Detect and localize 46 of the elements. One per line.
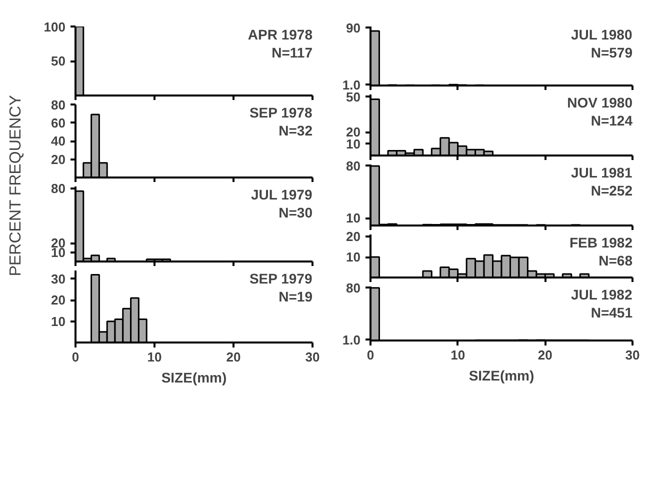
y-tick-label: 10 (346, 210, 361, 226)
text: N=19 (278, 288, 313, 304)
chart-title: NOV 1980 (567, 94, 633, 110)
text: N=252 (590, 182, 633, 198)
x-axis-title: SIZE(mm) (468, 368, 534, 384)
y-tick-label: 100 (44, 20, 66, 34)
chart-title: JUL 1981 (571, 164, 632, 180)
x-tick-label: 30 (625, 348, 640, 362)
y-tick-label: 40 (51, 134, 66, 148)
x-tick-label: 0 (72, 350, 80, 364)
x-axis-title: SIZE(mm) (161, 370, 227, 386)
y-tick-label: 80 (51, 180, 66, 196)
text: N=579 (590, 44, 633, 60)
chart-title: APR 1978 (248, 26, 313, 42)
y-tick-label: 10 (346, 250, 361, 265)
text: N=451 (590, 304, 633, 320)
x-tick-label: 0 (366, 348, 374, 362)
chart-title: FEB 1982 (569, 234, 633, 250)
chart-title: SEP 1978 (249, 104, 312, 120)
y-tick-label: 1.0 (342, 332, 361, 348)
chart-title: JUL 1982 (571, 286, 632, 302)
text: N=30 (278, 204, 313, 220)
chart-title: SEP 1979 (249, 270, 312, 286)
chart-title: JUL 1980 (571, 26, 632, 42)
y-tick-label: 20 (346, 229, 361, 244)
text: N=68 (598, 252, 633, 268)
y-tick-label: 20 (51, 292, 66, 308)
y-tick-label: 50 (51, 54, 66, 68)
x-tick-label: 10 (450, 348, 466, 362)
y-tick-label: 90 (346, 20, 361, 36)
y-tick-label: 30 (51, 271, 66, 286)
text: N=124 (590, 112, 633, 128)
y-tick-label: 80 (346, 158, 361, 174)
x-tick-label: 20 (226, 350, 241, 364)
y-tick-label: 10 (51, 314, 66, 329)
x-tick-label: 20 (538, 348, 552, 362)
y-axis-title: PERCENT FREQUENCY (8, 94, 24, 276)
y-tick-label: 60 (51, 115, 66, 130)
chart-title: JUL 1979 (251, 186, 312, 202)
x-tick-label: 10 (147, 350, 162, 364)
x-tick-label: 30 (305, 350, 320, 364)
text: N=117 (272, 44, 313, 60)
y-tick-label: 80 (51, 98, 66, 112)
text: N=32 (278, 122, 313, 138)
y-tick-label: 20 (51, 152, 66, 167)
y-tick-label: 80 (346, 280, 361, 296)
